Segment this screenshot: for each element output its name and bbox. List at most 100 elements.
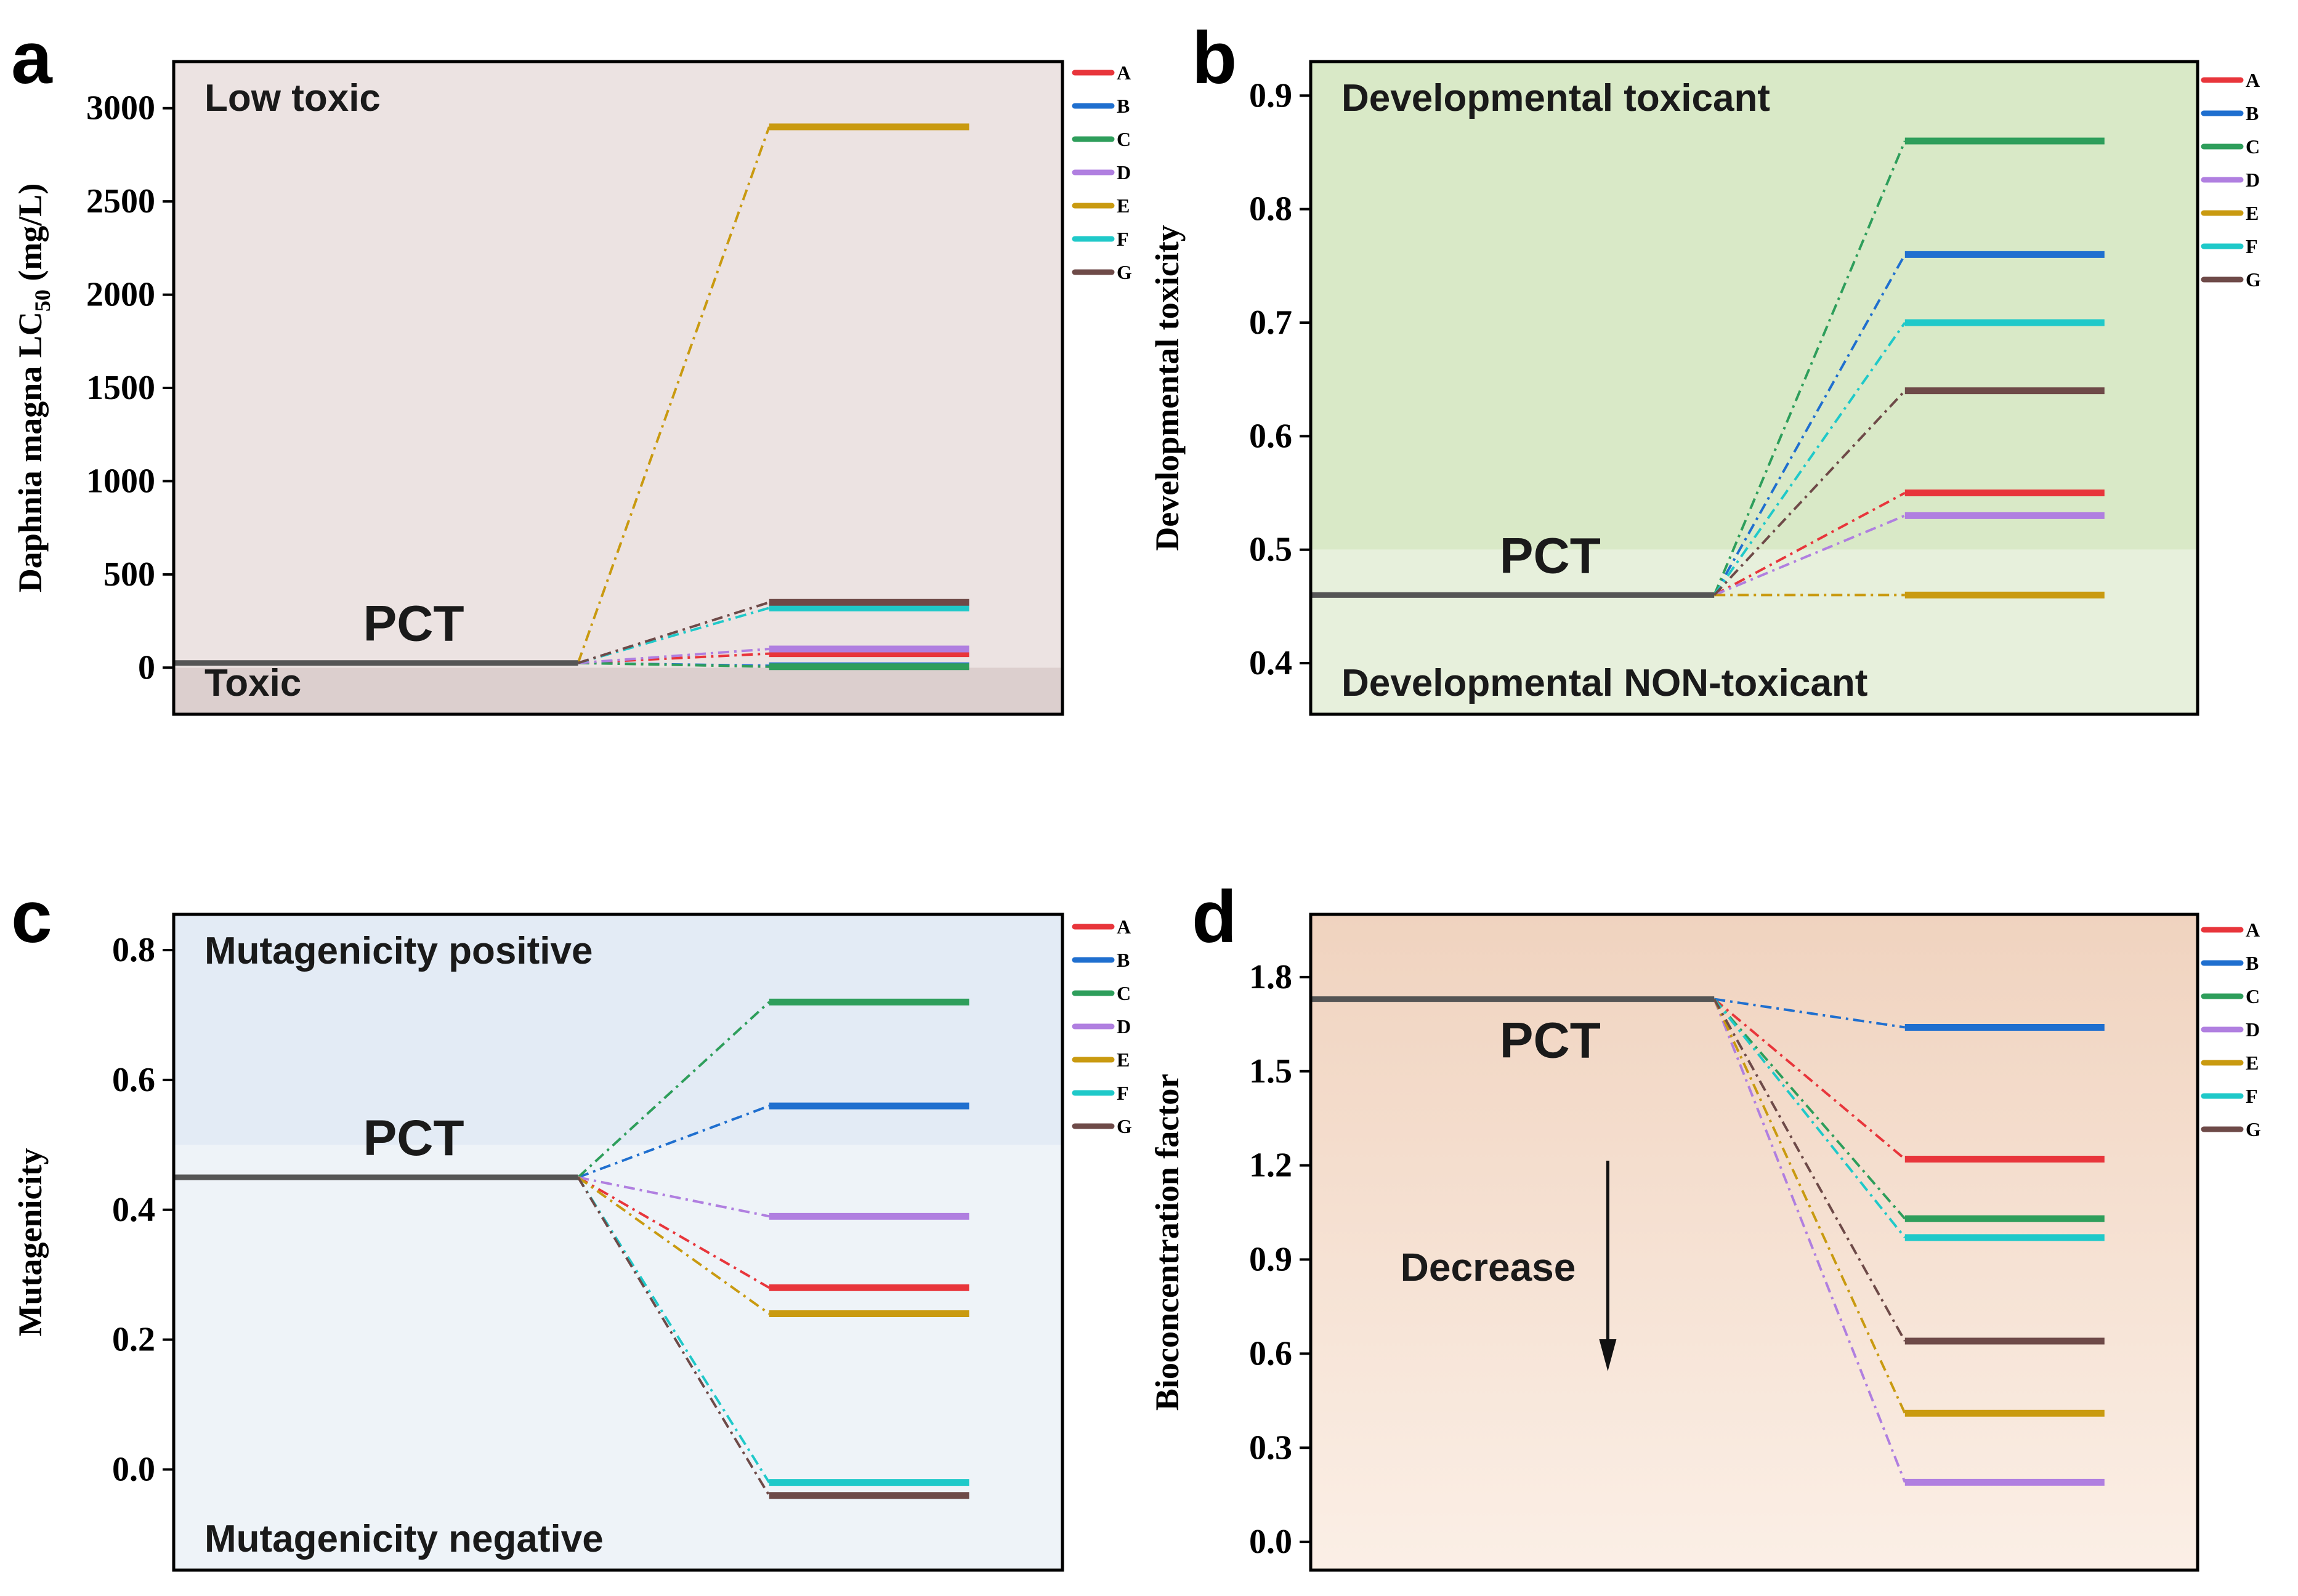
connector-G [577, 601, 770, 664]
connector-E [577, 1176, 770, 1315]
legend-label-F: F [2246, 1085, 2258, 1107]
y-tick-label: 0.0 [1249, 1523, 1292, 1561]
legend-label-B: B [1117, 949, 1130, 971]
y-axis-label: Developmental toxicity [1149, 225, 1186, 550]
connector-C [577, 1001, 771, 1179]
legend-label-D: D [1117, 161, 1131, 183]
legend-label-A: A [1117, 62, 1131, 84]
y-tick-label: 1500 [86, 369, 155, 407]
y-tick-label: 0.6 [1249, 1334, 1292, 1372]
connector-D [1713, 998, 1906, 1483]
lower-region [174, 667, 1062, 714]
panel-d: 0.0 0.3 0.6 0.9 1.2 1.5 1.8 Bioconcentration fa… [1149, 876, 2261, 1572]
legend-label-B: B [2246, 102, 2259, 124]
y-tick-label: 1.8 [1249, 958, 1292, 996]
baseline-label: PCT [363, 596, 464, 652]
y-tick-label: 1.5 [1249, 1052, 1292, 1090]
connector-A [1713, 491, 1906, 597]
y-tick-label: 0.4 [112, 1191, 155, 1229]
connector-D [1713, 514, 1906, 597]
connector-G [577, 1177, 771, 1496]
arrow-down-icon [1599, 1339, 1617, 1371]
lower-region [1311, 549, 2198, 714]
legend-label-F: F [1117, 228, 1129, 250]
y-tick-label: 2000 [86, 276, 155, 314]
connector-E [577, 126, 771, 664]
connector-A [577, 1176, 770, 1289]
panel-letter: c [11, 876, 52, 958]
legend-label-C: C [2246, 135, 2260, 158]
y-tick-label: 0.2 [112, 1321, 155, 1359]
y-tick-label: 1000 [86, 462, 155, 500]
legend-label-E: E [1117, 1049, 1130, 1071]
decrease-annotation: Decrease [1401, 1245, 1576, 1289]
legend-label-E: E [1117, 195, 1130, 217]
y-tick-label: 0.4 [1249, 644, 1292, 682]
baseline-label: PCT [1500, 528, 1601, 584]
plot-background [1311, 914, 2198, 1570]
plot-frame [1309, 60, 2199, 716]
connector-A [1713, 998, 1906, 1160]
upper-region-label: Mutagenicity positive [204, 930, 593, 972]
connector-F [577, 1176, 771, 1483]
y-tick-label: 0.6 [112, 1061, 155, 1099]
legend-label-C: C [2246, 985, 2260, 1007]
baseline-label: PCT [1500, 1013, 1601, 1069]
connector-E [1713, 998, 1906, 1414]
connector-C [578, 661, 769, 668]
y-axis-label: Mutagenicity [12, 1148, 49, 1337]
connector-B [1713, 254, 1906, 596]
y-tick-label: 0 [138, 648, 155, 687]
y-tick-label: 0.0 [112, 1451, 155, 1489]
upper-region-label: Low toxic [204, 77, 381, 119]
legend-label-B: B [2246, 952, 2259, 974]
panel-b: 0.4 0.5 0.6 0.7 0.8 0.9 Developmental toxicity… [1149, 17, 2261, 716]
panel-letter: b [1192, 17, 1237, 99]
y-tick-label: 2500 [86, 182, 155, 220]
y-tick-label: 0.7 [1249, 304, 1292, 342]
legend-label-F: F [1117, 1082, 1129, 1104]
panel-a: 0 500 1000 1500 2000 2500 3000 Daphnia magna LC… [11, 17, 1132, 716]
legend-label-A: A [2246, 919, 2260, 941]
connector-C [1713, 998, 1906, 1220]
legend-label-A: A [1117, 916, 1131, 938]
legend-label-C: C [1117, 982, 1131, 1004]
legend-label-D: D [2246, 1018, 2260, 1041]
connector-B [577, 1105, 770, 1179]
y-tick-label: 0.9 [1249, 1241, 1292, 1279]
legend-label-G: G [2246, 268, 2261, 291]
y-tick-label: 0.9 [1249, 76, 1292, 115]
lower-region-label: Developmental NON-toxicant [1341, 662, 1867, 704]
plot-frame [1309, 913, 2199, 1572]
connector-F [1713, 998, 1906, 1239]
panel-letter: d [1192, 876, 1237, 958]
legend-label-D: D [2246, 169, 2260, 191]
connector-D [578, 648, 769, 664]
y-tick-label: 0.5 [1249, 531, 1292, 569]
lower-region-label: Mutagenicity negative [204, 1518, 604, 1560]
baseline-label: PCT [363, 1110, 464, 1166]
y-tick-label: 0.8 [112, 931, 155, 969]
y-tick-label: 0.6 [1249, 417, 1292, 455]
legend-label-C: C [1117, 128, 1131, 150]
legend-label-F: F [2246, 235, 2258, 257]
legend-label-D: D [1117, 1015, 1131, 1038]
upper-region-label: Developmental toxicant [1341, 77, 1770, 119]
legend-label-E: E [2246, 202, 2259, 224]
connector-G [1713, 998, 1906, 1342]
legend-label-G: G [1117, 261, 1132, 283]
panel-c: 0.0 0.2 0.4 0.6 0.8 Mutagenicity Mutagenicity … [11, 876, 1132, 1572]
legend-label-E: E [2246, 1052, 2259, 1074]
legend-label-B: B [1117, 95, 1130, 117]
connector-F [1713, 321, 1906, 596]
y-axis-label: Bioconcentration factor [1149, 1074, 1186, 1411]
y-axis-label: Daphnia magna LC50 (mg/L) [12, 183, 55, 593]
y-tick-label: 0.8 [1249, 190, 1292, 228]
y-tick-label: 500 [103, 555, 155, 594]
plot-frame [172, 913, 1064, 1572]
legend-label-G: G [1117, 1115, 1132, 1137]
upper-region [1311, 62, 2198, 550]
panel-letter: a [11, 17, 53, 99]
legend-label-A: A [2246, 69, 2260, 91]
